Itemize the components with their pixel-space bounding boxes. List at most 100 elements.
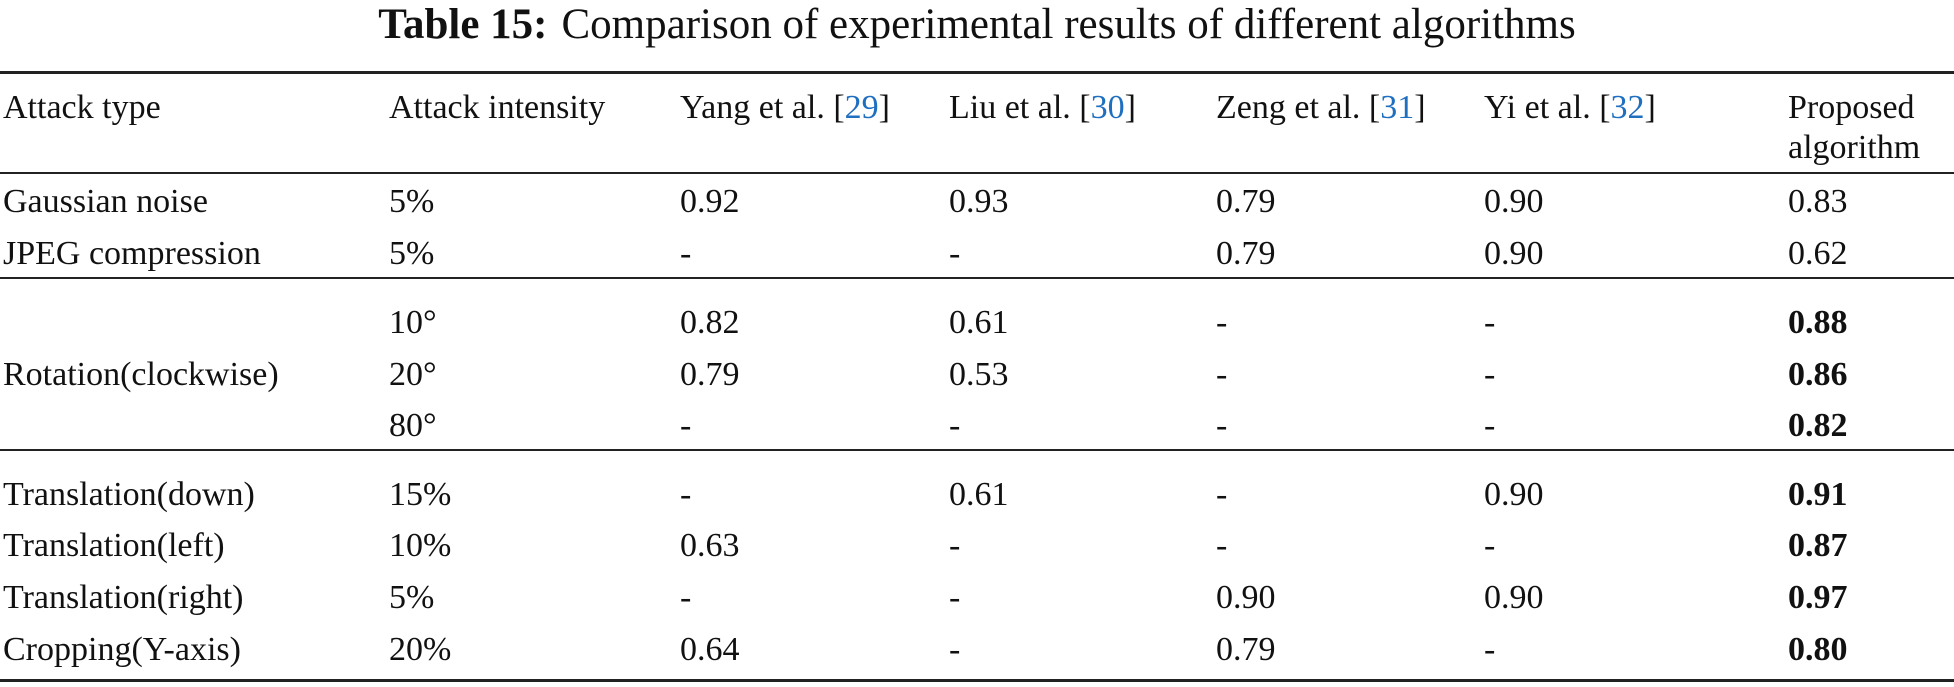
- cell-liu: 0.61: [949, 304, 1009, 341]
- cell-zeng: -: [1216, 356, 1228, 393]
- cell-zeng: 0.79: [1216, 235, 1276, 272]
- cell-liu: -: [949, 407, 961, 444]
- header-zeng: Zeng et al. [31]: [1216, 88, 1426, 128]
- header-liu: Liu et al. [30]: [949, 88, 1136, 128]
- cell-zeng: -: [1216, 304, 1228, 341]
- cell-attack-intensity: 10°: [389, 304, 437, 341]
- cell-liu: -: [949, 235, 961, 272]
- cell-liu: -: [949, 631, 961, 668]
- citation-link-31[interactable]: 31: [1380, 89, 1415, 126]
- cell-yang: -: [680, 235, 692, 272]
- cell-attack-type: Translation(right): [3, 579, 244, 616]
- table-row: Translation(left) 10% 0.63 - - - 0.87: [0, 526, 1954, 576]
- cell-yi: 0.90: [1484, 235, 1544, 272]
- cell-yang: 0.92: [680, 183, 740, 220]
- citation-link-29[interactable]: 29: [844, 89, 879, 126]
- cell-zeng: -: [1216, 527, 1228, 564]
- cell-liu: -: [949, 527, 961, 564]
- citation-link-30[interactable]: 30: [1090, 89, 1125, 126]
- table-header-row: Attack type Attack intensity Yang et al.…: [0, 88, 1954, 174]
- cell-yi: -: [1484, 407, 1496, 444]
- header-yang-name: Yang et al. [: [680, 89, 845, 126]
- header-proposed-line1: Proposed: [1788, 89, 1915, 126]
- cell-zeng: 0.79: [1216, 631, 1276, 668]
- cell-proposed: 0.82: [1788, 407, 1848, 444]
- table-row: 80° - - - - 0.82: [0, 406, 1954, 456]
- table-row: Gaussian noise 5% 0.92 0.93 0.79 0.90 0.…: [0, 182, 1954, 232]
- header-proposed-line2: algorithm: [1788, 129, 1921, 166]
- table-row: Rotation(clockwise) 20° 0.79 0.53 - - 0.…: [0, 355, 1954, 405]
- cell-zeng: -: [1216, 476, 1228, 513]
- cell-proposed: 0.83: [1788, 183, 1848, 220]
- cell-yang: -: [680, 407, 692, 444]
- header-rule: [0, 172, 1954, 174]
- header-liu-close: ]: [1124, 89, 1136, 126]
- cell-liu: 0.53: [949, 356, 1009, 393]
- cell-yang: 0.63: [680, 527, 740, 564]
- cell-yang: 0.64: [680, 631, 740, 668]
- table-row: Translation(right) 5% - - 0.90 0.90 0.97: [0, 578, 1954, 628]
- table-caption-label: Table 15:: [378, 1, 548, 48]
- cell-attack-type: Gaussian noise: [3, 183, 208, 220]
- header-yang-close: ]: [878, 89, 890, 126]
- header-liu-name: Liu et al. [: [949, 89, 1091, 126]
- cell-yi: 0.90: [1484, 183, 1544, 220]
- cell-attack-type: Translation(down): [3, 476, 255, 513]
- cell-yi: -: [1484, 527, 1496, 564]
- cell-yi: 0.90: [1484, 579, 1544, 616]
- cell-proposed: 0.87: [1788, 527, 1848, 564]
- header-yang: Yang et al. [29]: [680, 88, 890, 128]
- cell-proposed: 0.97: [1788, 579, 1848, 616]
- header-yi: Yi et al. [32]: [1484, 88, 1656, 128]
- header-proposed: Proposed algorithm: [1788, 88, 1920, 168]
- cell-attack-intensity: 10%: [389, 527, 452, 564]
- table-row: 10° 0.82 0.61 - - 0.88: [0, 303, 1954, 353]
- top-rule: [0, 71, 1954, 74]
- cell-attack-intensity: 5%: [389, 235, 435, 272]
- cell-attack-type: Cropping(Y-axis): [3, 631, 241, 668]
- group-rule-1: [0, 277, 1954, 279]
- cell-proposed: 0.80: [1788, 631, 1848, 668]
- table-row: Cropping(Y-axis) 20% 0.64 - 0.79 - 0.80: [0, 630, 1954, 680]
- cell-zeng: -: [1216, 407, 1228, 444]
- header-yi-name: Yi et al. [: [1484, 89, 1611, 126]
- header-zeng-close: ]: [1414, 89, 1426, 126]
- header-zeng-name: Zeng et al. [: [1216, 89, 1381, 126]
- cell-proposed: 0.91: [1788, 476, 1848, 513]
- cell-yi: -: [1484, 631, 1496, 668]
- cell-liu: 0.93: [949, 183, 1009, 220]
- cell-liu: 0.61: [949, 476, 1009, 513]
- cell-yang: 0.79: [680, 356, 740, 393]
- cell-attack-type: JPEG compression: [3, 235, 261, 272]
- cell-attack-intensity: 20°: [389, 356, 437, 393]
- cell-attack-intensity: 80°: [389, 407, 437, 444]
- table-row: Translation(down) 15% - 0.61 - 0.90 0.91: [0, 475, 1954, 525]
- cell-attack-intensity: 5%: [389, 183, 435, 220]
- cell-attack-intensity: 20%: [389, 631, 452, 668]
- header-yi-close: ]: [1644, 89, 1656, 126]
- cell-yi: -: [1484, 356, 1496, 393]
- cell-attack-intensity: 15%: [389, 476, 452, 513]
- cell-yang: 0.82: [680, 304, 740, 341]
- citation-link-32[interactable]: 32: [1610, 89, 1645, 126]
- group-rule-2: [0, 449, 1954, 451]
- bottom-rule: [0, 679, 1954, 682]
- cell-attack-type: Translation(left): [3, 527, 225, 564]
- table-row: JPEG compression 5% - - 0.79 0.90 0.62: [0, 234, 1954, 284]
- cell-zeng: 0.90: [1216, 579, 1276, 616]
- cell-proposed: 0.62: [1788, 235, 1848, 272]
- cell-yi: -: [1484, 304, 1496, 341]
- cell-yi: 0.90: [1484, 476, 1544, 513]
- cell-liu: -: [949, 579, 961, 616]
- table-caption-text: Comparison of experimental results of di…: [561, 1, 1576, 48]
- cell-yang: -: [680, 579, 692, 616]
- cell-proposed: 0.86: [1788, 356, 1848, 393]
- header-attack-type: Attack type: [3, 89, 161, 126]
- cell-proposed: 0.88: [1788, 304, 1848, 341]
- cell-zeng: 0.79: [1216, 183, 1276, 220]
- cell-attack-type: Rotation(clockwise): [3, 356, 279, 393]
- header-attack-intensity: Attack intensity: [389, 89, 606, 126]
- table-caption: Table 15: Comparison of experimental resu…: [0, 0, 1954, 72]
- cell-yang: -: [680, 476, 692, 513]
